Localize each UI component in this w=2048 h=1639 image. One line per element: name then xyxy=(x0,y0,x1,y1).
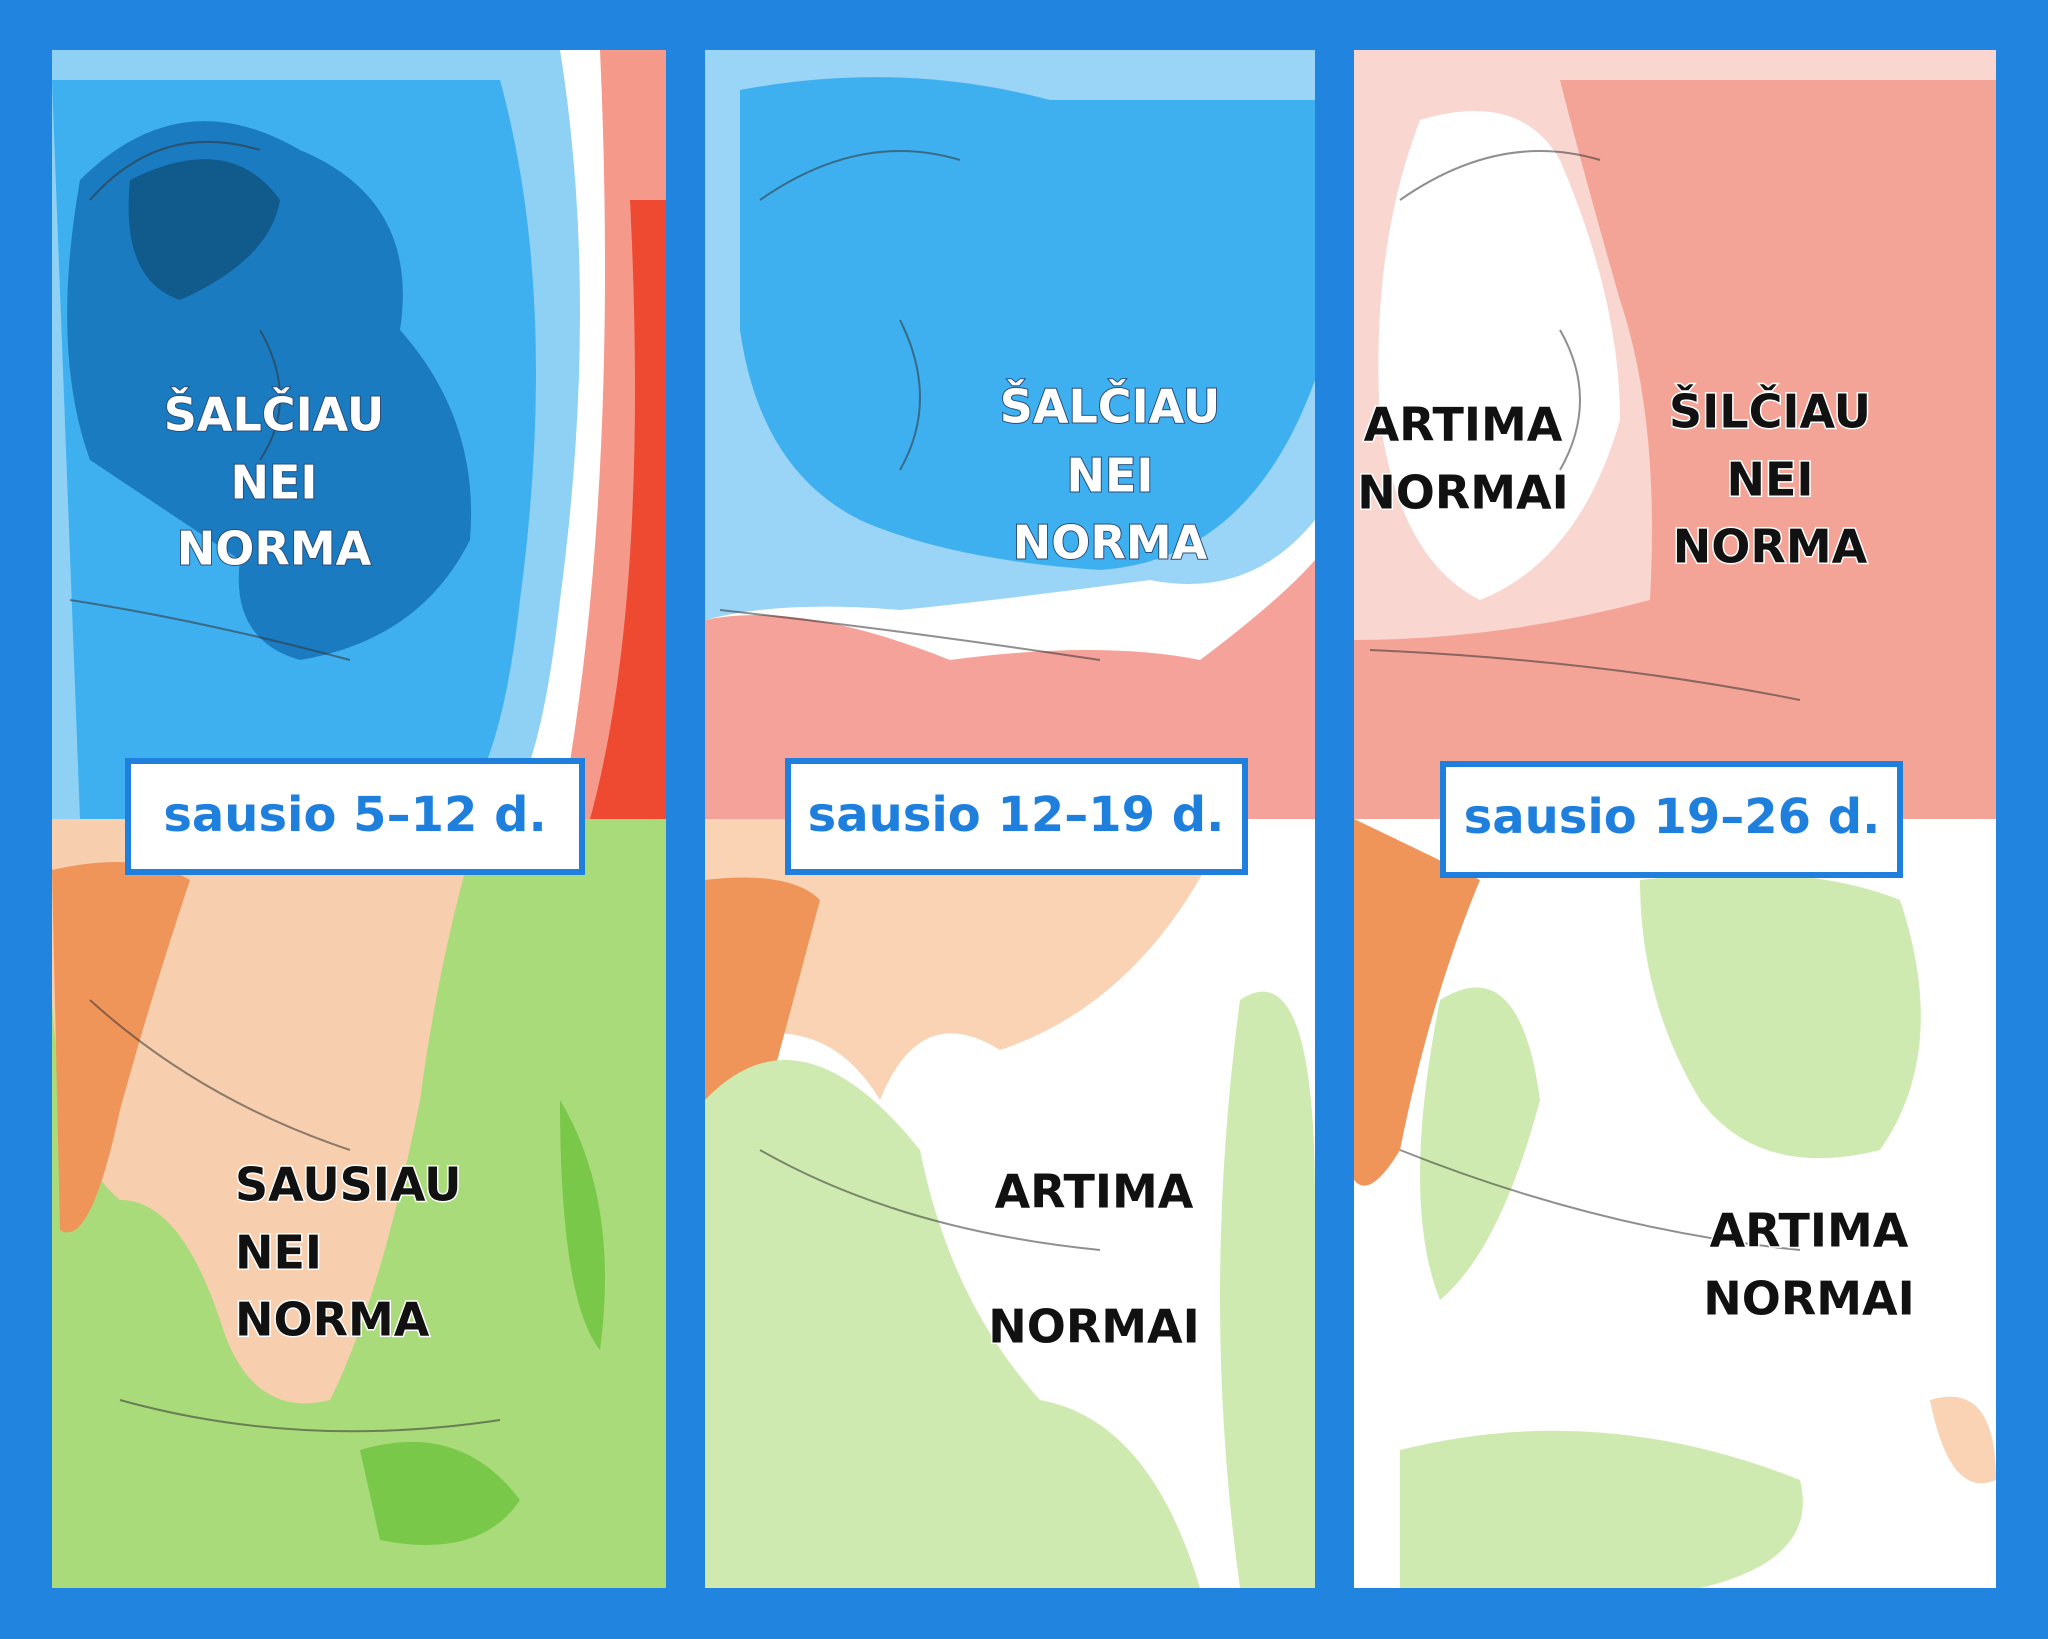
temperature-label: NEI xyxy=(1726,453,1813,507)
map-panel-1 xyxy=(52,50,666,1588)
date-box xyxy=(125,758,585,875)
temperature-label: NORMA xyxy=(177,522,372,576)
temperature-label: ARTIMA xyxy=(1364,398,1563,452)
date-box xyxy=(785,758,1248,875)
temperature-label: NEI xyxy=(230,456,317,510)
precipitation-label: NEI xyxy=(235,1226,322,1280)
temperature-label: NORMA xyxy=(1673,520,1868,574)
date-label: sausio 5–12 d. xyxy=(163,787,546,843)
map-panel-3 xyxy=(1354,50,1996,1588)
precipitation-label: NORMAI xyxy=(1703,1272,1915,1326)
temperature-label: ŠILČIAU xyxy=(1669,385,1871,439)
temperature-label: ŠALČIAU xyxy=(164,388,384,442)
precipitation-label: NORMAI xyxy=(988,1300,1200,1354)
date-box xyxy=(1440,761,1903,878)
temperature-label: NEI xyxy=(1066,449,1153,503)
map-panel-2 xyxy=(705,50,1315,1588)
date-label: sausio 12–19 d. xyxy=(808,787,1225,843)
precipitation-label: ARTIMA xyxy=(1710,1204,1909,1258)
temperature-label: NORMA xyxy=(1013,516,1208,570)
precipitation-label: ARTIMA xyxy=(995,1165,1194,1219)
date-label: sausio 19–26 d. xyxy=(1464,789,1881,845)
temperature-label: ŠALČIAU xyxy=(1000,380,1220,434)
precipitation-label: NORMA xyxy=(235,1293,430,1347)
temperature-label: NORMAI xyxy=(1357,466,1569,520)
precipitation-label: SAUSIAU xyxy=(235,1158,461,1212)
